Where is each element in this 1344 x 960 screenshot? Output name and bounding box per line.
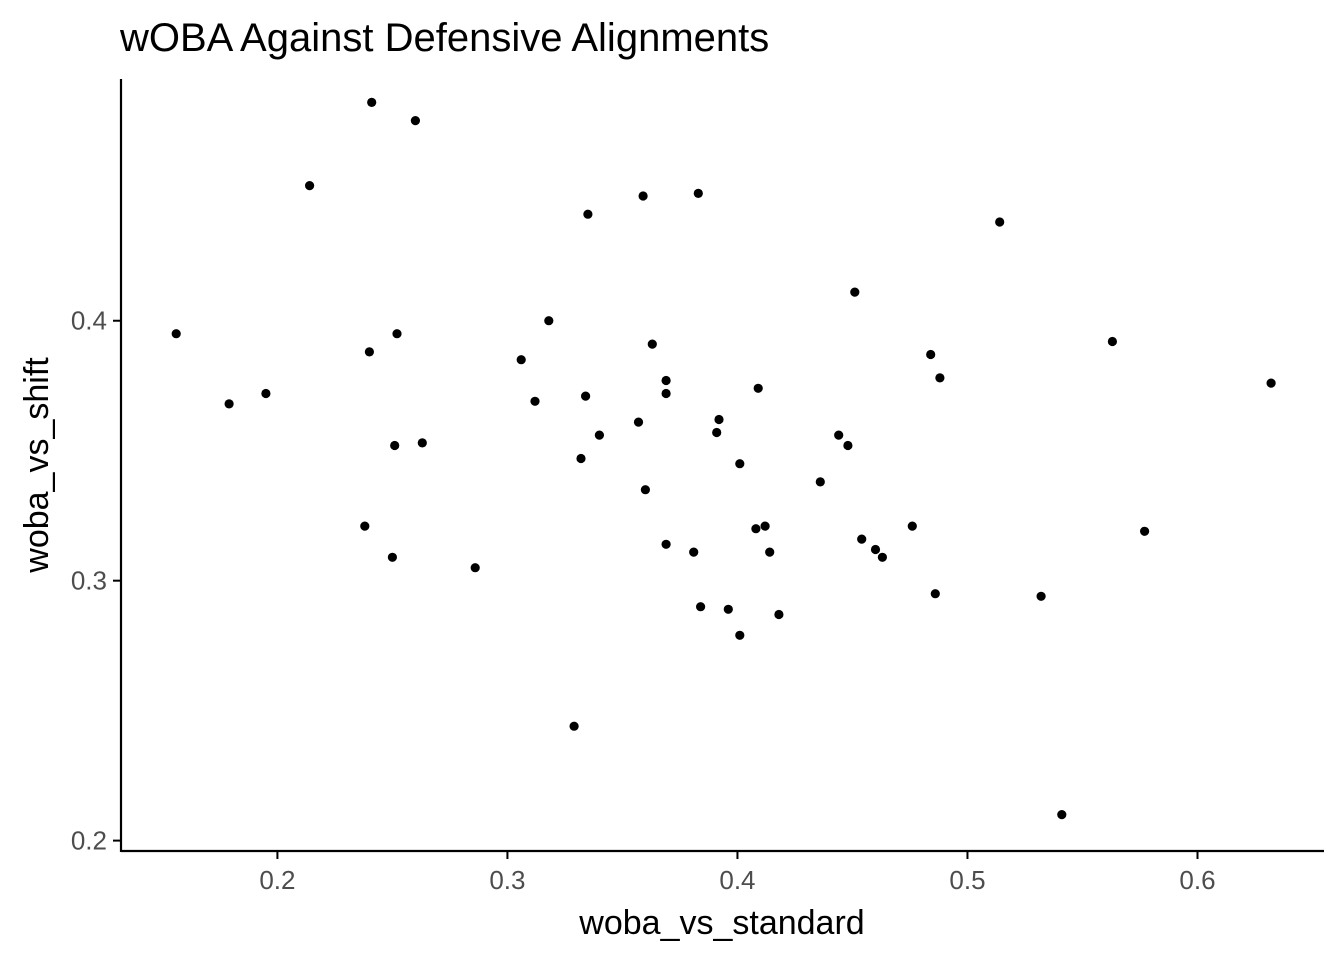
data-point (411, 116, 420, 125)
data-point (388, 553, 397, 562)
data-point (712, 428, 721, 437)
x-tick-label: 0.3 (489, 865, 525, 895)
data-point (1057, 810, 1066, 819)
data-point (754, 384, 763, 393)
data-point (581, 392, 590, 401)
data-point (530, 397, 539, 406)
x-tick-label: 0.6 (1179, 865, 1215, 895)
y-tick-label: 0.3 (71, 566, 107, 596)
data-point (878, 553, 887, 562)
data-point (857, 535, 866, 544)
data-point (931, 589, 940, 598)
x-axis-label: woba_vs_standard (578, 904, 864, 942)
y-axis-ticks: 0.2 0.3 0.4 (71, 306, 121, 856)
data-point (724, 605, 733, 614)
data-point (765, 548, 774, 557)
data-point (995, 217, 1004, 226)
x-tick-label: 0.2 (259, 865, 295, 895)
chart-title: wOBA Against Defensive Alignments (119, 16, 769, 60)
data-point (696, 602, 705, 611)
data-point (365, 347, 374, 356)
data-point (576, 454, 585, 463)
data-point (418, 438, 427, 447)
data-point (843, 441, 852, 450)
data-point (583, 210, 592, 219)
data-point (595, 431, 604, 440)
data-point (1267, 379, 1276, 388)
data-point (639, 191, 648, 200)
data-point (735, 631, 744, 640)
data-point (689, 548, 698, 557)
data-point (908, 522, 917, 531)
data-point (641, 485, 650, 494)
data-point (392, 329, 401, 338)
data-point (648, 340, 657, 349)
x-tick-label: 0.4 (719, 865, 755, 895)
data-point (1108, 337, 1117, 346)
data-point (850, 288, 859, 297)
data-point (634, 418, 643, 427)
data-point (662, 376, 671, 385)
data-point (544, 316, 553, 325)
y-tick-label: 0.4 (71, 306, 107, 336)
x-axis-ticks: 0.2 0.3 0.4 0.5 0.6 (259, 851, 1215, 895)
data-point (390, 441, 399, 450)
data-point (570, 722, 579, 731)
data-point (774, 610, 783, 619)
data-point (926, 350, 935, 359)
data-point (225, 399, 234, 408)
data-point (305, 181, 314, 190)
data-point (471, 563, 480, 572)
data-point (517, 355, 526, 364)
data-point (261, 389, 270, 398)
data-point (662, 540, 671, 549)
data-point (1140, 527, 1149, 536)
data-point (834, 431, 843, 440)
x-tick-label: 0.5 (949, 865, 985, 895)
data-point (662, 389, 671, 398)
data-point (172, 329, 181, 338)
data-point (360, 522, 369, 531)
data-point (735, 459, 744, 468)
data-point (1037, 592, 1046, 601)
data-point (714, 415, 723, 424)
data-point (367, 98, 376, 107)
y-tick-label: 0.2 (71, 826, 107, 856)
data-point (694, 189, 703, 198)
data-point (935, 373, 944, 382)
data-point (751, 524, 760, 533)
data-point (816, 477, 825, 486)
y-axis-label: woba_vs_shift (18, 357, 56, 574)
data-point (761, 522, 770, 531)
data-points (172, 98, 1276, 819)
data-point (871, 545, 880, 554)
